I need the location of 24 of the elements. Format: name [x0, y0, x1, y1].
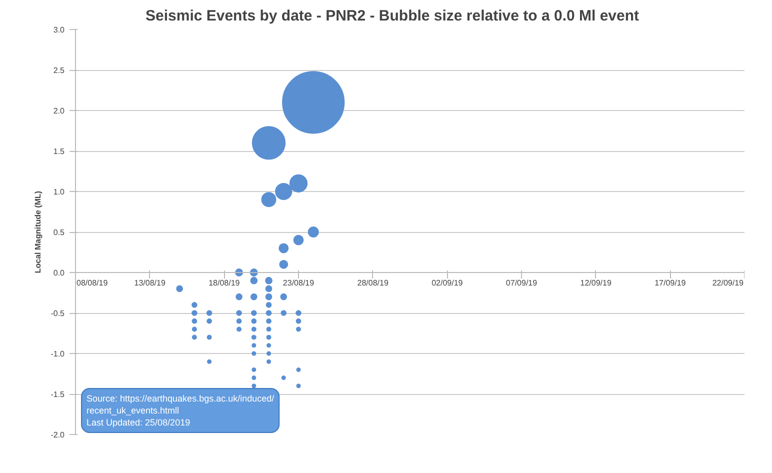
x-tick-label: 13/08/19	[134, 278, 166, 288]
x-tick-label: 02/09/19	[432, 278, 464, 288]
x-tick-label: 07/09/19	[506, 278, 538, 288]
y-tick-label: -1.5	[50, 390, 66, 399]
y-tick-label: 0.5	[53, 228, 66, 237]
y-tick-label: 2.0	[53, 106, 66, 116]
y-tick-label: 1.0	[53, 188, 66, 196]
x-tick-label: 12/09/19	[580, 278, 612, 288]
x-tick-label: 18/08/19	[208, 278, 240, 288]
x-tick-label: 23/08/19	[282, 278, 315, 288]
y-tick-label: 0.0	[53, 268, 66, 278]
chart-title: Seismic Events by date - PNR2 - Bubble size relative to a 0.0 Ml event	[146, 8, 640, 24]
y-tick-label: -0.5	[50, 309, 66, 318]
x-tick-label: 28/08/19	[357, 278, 389, 288]
y-tick-label: 2.5	[53, 66, 66, 75]
y-tick-label: -2.0	[50, 430, 66, 440]
annotation: Source: https://earthquakes.bgs.ac.uk/induced/ recent_uk_events.htmll Last Updated: 25/08/2019	[86, 394, 275, 428]
x-tick-label: 08/08/19	[76, 278, 108, 288]
x-tick-label: 22/09/19	[712, 278, 744, 288]
y-tick-label: 3.0	[53, 26, 66, 34]
y-tick-label: -1.0	[50, 350, 66, 358]
y-tick-label: 1.5	[53, 147, 66, 156]
x-tick-label: 17/09/19	[654, 278, 686, 288]
y-axis-title: Local Magnitude (ML)	[34, 190, 43, 274]
